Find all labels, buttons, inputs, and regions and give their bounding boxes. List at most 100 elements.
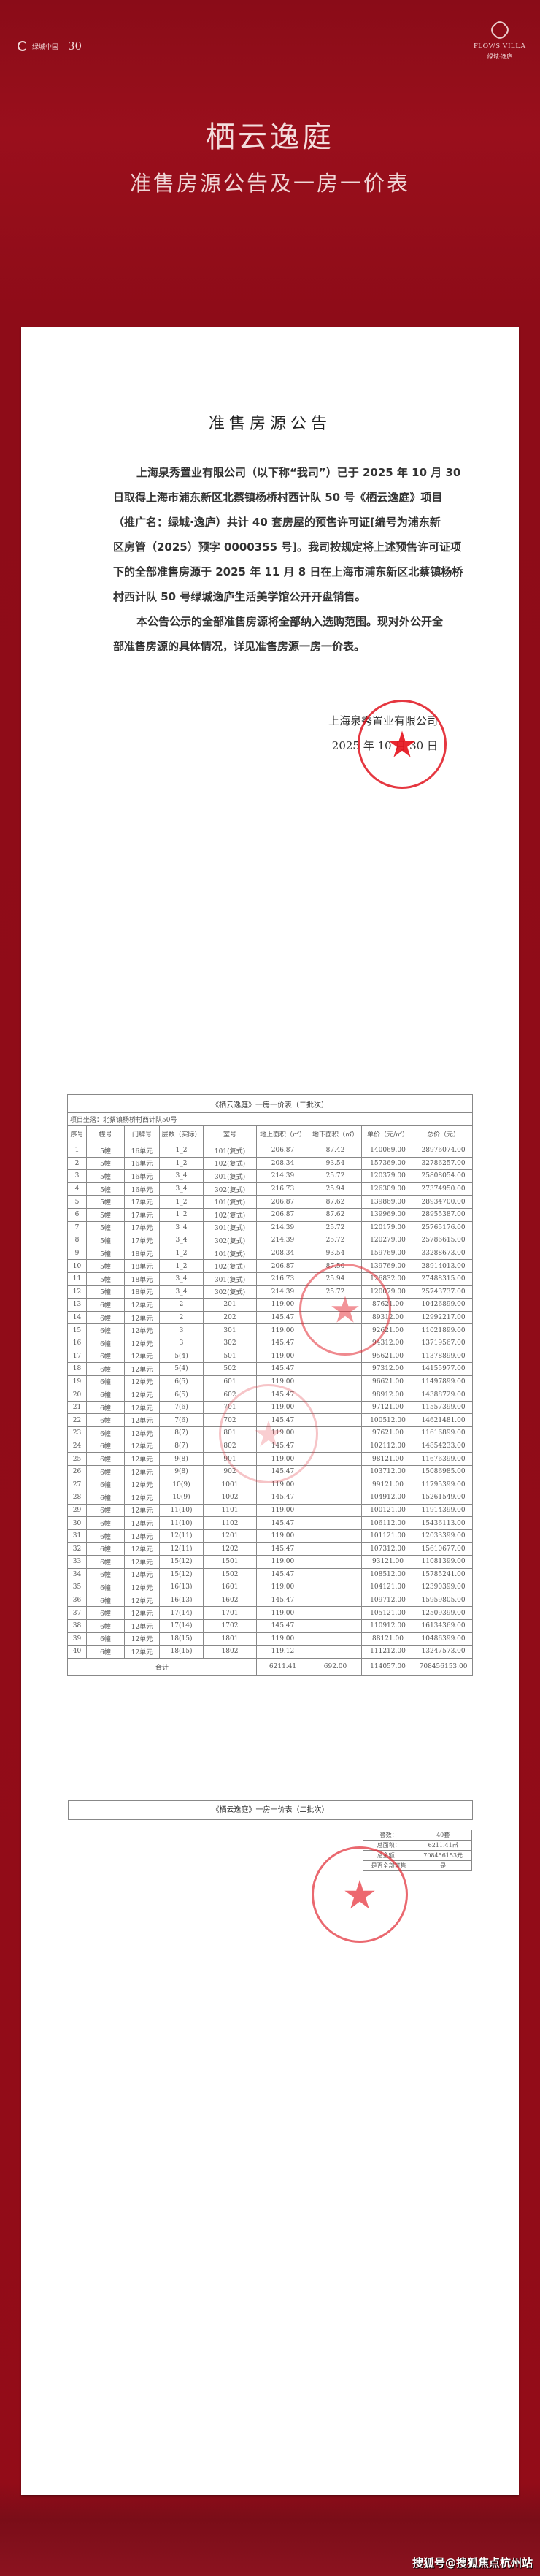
cell-unit-price: 97621.00: [361, 1426, 414, 1440]
cell-unit: 12单元: [124, 1349, 160, 1364]
cell-index: 35: [67, 1581, 87, 1594]
total-row: 合计 6211.41 692.00 114057.00 708456153.00: [67, 1657, 474, 1676]
cell-total-price: 14854233.00: [413, 1439, 474, 1453]
cell-floor: 3_4: [159, 1182, 204, 1196]
cell-unit: 17单元: [124, 1195, 160, 1209]
table-row: 10 5幢 18单元 1_2 102(复式) 206.87 87.50 139769.00 28…: [67, 1259, 474, 1273]
cell-below-area: 87.42: [309, 1144, 362, 1158]
cell-room: 302(复式): [203, 1234, 257, 1247]
cell-below-area: [309, 1606, 362, 1620]
cell-index: 1: [67, 1144, 87, 1158]
cell-total-price: 14155977.00: [413, 1362, 474, 1376]
cell-room: 201: [203, 1298, 257, 1312]
cell-total-price: 28914013.00: [413, 1259, 474, 1273]
cell-building: 6幢: [86, 1581, 125, 1594]
cell-unit: 12单元: [124, 1491, 160, 1505]
greentown-mark-icon: [18, 41, 28, 51]
summary-value: 是: [414, 1860, 472, 1871]
cell-unit: 16单元: [124, 1156, 160, 1171]
cell-total-price: 25808054.00: [413, 1169, 474, 1183]
cell-room: 102(复式): [203, 1259, 257, 1273]
cell-unit: 12单元: [124, 1555, 160, 1569]
cell-floor: 2: [159, 1310, 204, 1325]
cell-above-area: 119.00: [256, 1349, 309, 1364]
cell-below-area: [309, 1298, 362, 1312]
cell-room: 1202: [203, 1542, 257, 1556]
cell-index: 21: [67, 1400, 87, 1415]
cell-index: 11: [67, 1272, 87, 1286]
cell-floor: 1_2: [159, 1246, 204, 1261]
cell-unit-price: 110912.00: [361, 1618, 414, 1633]
cell-unit: 12单元: [124, 1310, 160, 1325]
cell-room: 301(复式): [203, 1169, 257, 1183]
cell-unit-price: 111212.00: [361, 1645, 414, 1659]
cell-unit-price: 104121.00: [361, 1581, 414, 1594]
cell-above-area: 145.47: [256, 1413, 309, 1428]
cell-building: 6幢: [86, 1478, 125, 1492]
cell-unit-price: 96621.00: [361, 1375, 414, 1389]
cell-building: 6幢: [86, 1310, 125, 1325]
cell-total-price: 11557399.00: [413, 1400, 474, 1415]
cell-unit-price: 108512.00: [361, 1567, 414, 1582]
cell-building: 6幢: [86, 1529, 125, 1543]
cell-floor: 3_4: [159, 1169, 204, 1183]
cell-building: 6幢: [86, 1491, 125, 1505]
cell-unit: 12单元: [124, 1516, 160, 1530]
cell-floor: 10(9): [159, 1478, 204, 1492]
cell-index: 40: [67, 1645, 87, 1659]
cell-unit: 12单元: [124, 1362, 160, 1376]
cell-unit-price: 120079.00: [361, 1285, 414, 1299]
cell-below-area: [309, 1491, 362, 1505]
cell-above-area: 214.39: [256, 1234, 309, 1247]
cell-building: 6幢: [86, 1593, 125, 1608]
cell-room: 502: [203, 1362, 257, 1376]
cell-floor: 17(14): [159, 1606, 204, 1620]
notice-line: 本公告公示的全部准售房源将全部纳入选购范围。现对外公开全: [136, 615, 444, 628]
cell-unit: 12单元: [124, 1503, 160, 1518]
table-row: 35 6幢 12单元 16(13) 1601 119.00 104121.00 1239039…: [67, 1581, 474, 1594]
cell-below-area: [309, 1632, 362, 1646]
cell-index: 33: [67, 1555, 87, 1569]
cell-room: 1602: [203, 1593, 257, 1608]
cell-room: 1101: [203, 1503, 257, 1518]
cell-total-price: 11616899.00: [413, 1426, 474, 1440]
cell-unit: 18单元: [124, 1246, 160, 1261]
cell-building: 5幢: [86, 1220, 125, 1235]
cell-unit: 12单元: [124, 1413, 160, 1428]
cell-below-area: [309, 1529, 362, 1543]
table-row: 7 5幢 17单元 3_4 301(复式) 214.39 25.72 120179.00 257…: [67, 1220, 474, 1235]
cell-room: 302(复式): [203, 1285, 257, 1299]
total-label: 合计: [67, 1657, 257, 1676]
cell-building: 6幢: [86, 1388, 125, 1402]
cell-unit: 12单元: [124, 1375, 160, 1389]
column-header: 序号: [67, 1125, 87, 1144]
cell-room: 801: [203, 1426, 257, 1440]
cell-unit: 12单元: [124, 1439, 160, 1453]
cell-unit: 12单元: [124, 1388, 160, 1402]
cell-floor: 12(11): [159, 1529, 204, 1543]
cell-total-price: 10486399.00: [413, 1632, 474, 1646]
cell-below-area: [309, 1349, 362, 1364]
cell-below-area: [309, 1375, 362, 1389]
price-table: 《栖云逸庭》一房一价表（二批次） 项目坐落：北蔡镇杨桥村西计队50号 序号 幢号门…: [66, 1094, 474, 1676]
page-subtitle: 准售房源公告及一房一价表: [129, 171, 410, 196]
cell-total-price: 28934700.00: [413, 1195, 474, 1209]
cell-unit: 12单元: [124, 1529, 160, 1543]
cell-unit: 12单元: [124, 1336, 160, 1350]
table-row: 23 6幢 12单元 8(7) 801 119.00 97621.00 11616899.00: [67, 1426, 474, 1440]
cell-unit: 17单元: [124, 1234, 160, 1247]
cell-unit-price: 109712.00: [361, 1593, 414, 1608]
table-row: 32 6幢 12单元 12(11) 1202 145.47 107312.00 1561067…: [67, 1542, 474, 1556]
notice-line: 下的全部准售房源于 2025 年 11 月 8 日在上海市浦东新区北蔡镇杨桥: [113, 565, 463, 578]
notice-title: 准售房源公告: [208, 415, 331, 433]
cell-total-price: 11914399.00: [413, 1503, 474, 1518]
cell-above-area: 208.34: [256, 1246, 309, 1261]
cell-room: 301(复式): [203, 1272, 257, 1286]
cell-building: 6幢: [86, 1464, 125, 1479]
cell-floor: 9(8): [159, 1464, 204, 1479]
anniversary-badge: 30: [68, 39, 82, 53]
cell-unit-price: 97312.00: [361, 1362, 414, 1376]
cell-building: 5幢: [86, 1246, 125, 1261]
cell-unit-price: 120279.00: [361, 1234, 414, 1247]
cell-index: 8: [67, 1234, 87, 1247]
